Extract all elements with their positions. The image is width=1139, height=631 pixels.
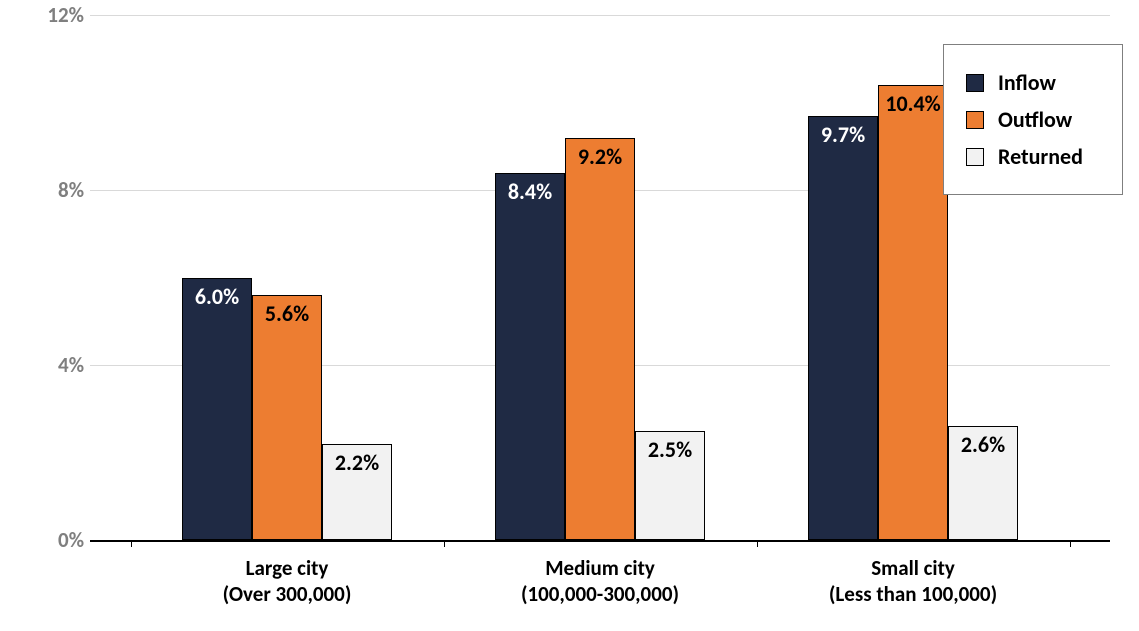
x-tick-mark (1070, 540, 1071, 547)
legend-item-outflow: Outflow (966, 106, 1100, 133)
x-category-line1: Medium city (450, 555, 750, 581)
bar-inflow: 9.7% (808, 116, 878, 540)
bar-group: 8.4%9.2% 2.5% (495, 15, 705, 540)
bar-inflow: 8.4% (495, 173, 565, 541)
bar-inflow: 6.0% (182, 278, 252, 541)
x-category-line2: (100,000-300,000) (450, 581, 750, 607)
x-axis-line (90, 540, 1110, 542)
legend-swatch (966, 148, 984, 166)
migration-bar-chart: 6.0%5.6% 2.2% 8.4%9.2% 2.5% 9.7%10.4% 2.6% 0%… (0, 0, 1139, 631)
y-tick-label: 4% (14, 352, 84, 378)
bar-outflow: 5.6% (252, 295, 322, 540)
bar-outflow: 9.2% (565, 138, 635, 541)
bar-group: 6.0%5.6% 2.2% (182, 15, 392, 540)
legend-label: Inflow (998, 69, 1056, 96)
x-category-line1: Large city (137, 555, 437, 581)
y-tick-label: 12% (14, 2, 84, 28)
bar-outflow: 10.4% (878, 85, 948, 540)
y-tick-label: 0% (14, 527, 84, 553)
x-category-line2: (Over 300,000) (137, 581, 437, 607)
x-category-line2: (Less than 100,000) (763, 581, 1063, 607)
x-category-label: Large city(Over 300,000) (137, 555, 437, 608)
y-tick-label: 8% (14, 177, 84, 203)
bar-value-label: 2.6% (949, 433, 1017, 457)
bar-value-label: 9.2% (566, 145, 634, 169)
bar-returned: 2.5% (635, 431, 705, 540)
x-category-label: Medium city(100,000-300,000) (450, 555, 750, 608)
x-tick-mark (757, 540, 758, 547)
x-category-label: Small city(Less than 100,000) (763, 555, 1063, 608)
legend-item-returned: Returned (966, 143, 1100, 170)
legend-label: Outflow (998, 106, 1072, 133)
bar-value-label: 9.7% (809, 123, 877, 147)
x-tick-mark (444, 540, 445, 547)
bar-value-label: 2.2% (323, 451, 391, 475)
bar-value-label: 8.4% (496, 180, 564, 204)
bar-value-label: 6.0% (183, 285, 251, 309)
x-tick-mark (131, 540, 132, 547)
legend: Inflow Outflow Returned (943, 44, 1123, 195)
bar-value-label: 10.4% (879, 92, 947, 116)
bar-returned: 2.6% (948, 426, 1018, 540)
x-category-line1: Small city (763, 555, 1063, 581)
bar-value-label: 5.6% (253, 302, 321, 326)
legend-item-inflow: Inflow (966, 69, 1100, 96)
bar-value-label: 2.5% (636, 438, 704, 462)
legend-swatch (966, 111, 984, 129)
legend-label: Returned (998, 143, 1083, 170)
legend-swatch (966, 74, 984, 92)
bar-returned: 2.2% (322, 444, 392, 540)
